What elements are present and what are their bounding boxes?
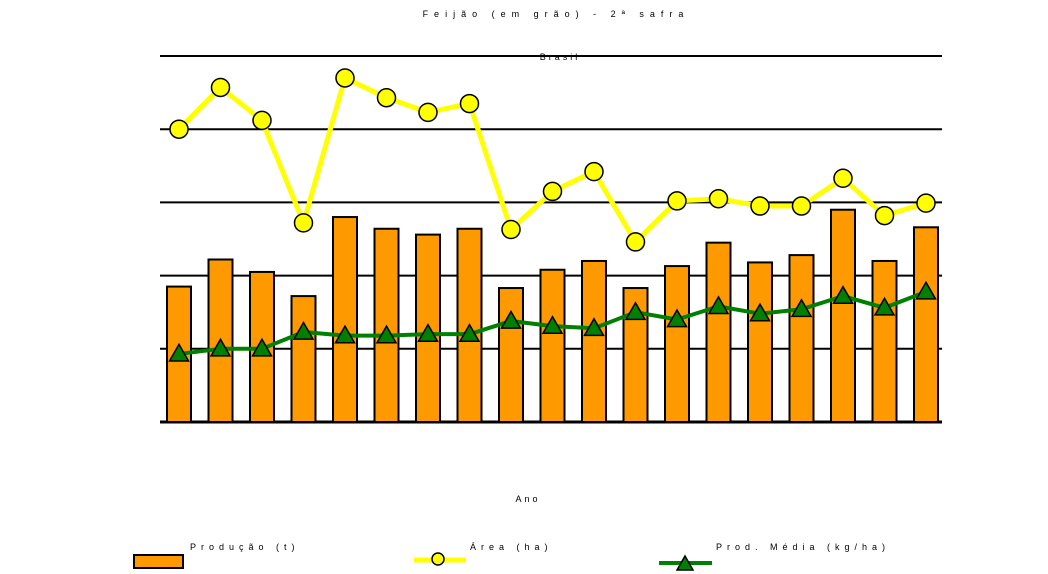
production-bar xyxy=(871,259,898,423)
production-bar xyxy=(705,241,732,423)
yield-point xyxy=(915,280,937,300)
yield-point xyxy=(790,298,813,318)
area-point xyxy=(210,77,231,98)
area-point xyxy=(335,68,355,88)
production-bar xyxy=(539,268,566,423)
yield-point xyxy=(334,324,356,344)
area-point xyxy=(750,196,770,216)
legend-swatch-yield-marker xyxy=(675,554,695,571)
production-bar xyxy=(664,265,690,424)
yield-point xyxy=(209,337,232,357)
area-point xyxy=(293,213,314,233)
area-point xyxy=(542,181,563,202)
legend-label-area: Área (ha) xyxy=(470,542,553,552)
area-point xyxy=(625,232,646,252)
yield-point xyxy=(707,295,730,315)
area-point xyxy=(708,188,729,209)
production-bar xyxy=(581,259,607,423)
area-point xyxy=(667,191,687,211)
yield-point xyxy=(666,308,688,328)
yield-point xyxy=(749,302,771,322)
production-bar xyxy=(622,287,649,423)
area-point xyxy=(418,102,438,123)
production-bars xyxy=(166,208,939,424)
area-point xyxy=(252,110,272,131)
yield-line-series xyxy=(168,280,937,362)
area-line-series xyxy=(169,68,936,252)
area-point xyxy=(874,205,895,226)
yield-point xyxy=(873,296,896,316)
area-point xyxy=(459,93,480,114)
yield-point xyxy=(541,315,564,334)
area-point xyxy=(833,168,853,188)
x-axis-label: Ano xyxy=(515,494,540,504)
production-bar xyxy=(747,261,773,424)
legend-label-yield: Prod. Média (kg/ha) xyxy=(716,542,890,552)
area-point xyxy=(916,193,936,213)
yield-point xyxy=(583,317,605,337)
yield-point xyxy=(417,323,439,343)
area-point xyxy=(169,119,189,139)
yield-point xyxy=(458,323,481,343)
yield-point xyxy=(375,324,398,344)
area-point xyxy=(584,161,604,182)
yield-point xyxy=(168,342,190,362)
production-bar xyxy=(913,226,939,423)
production-bar xyxy=(788,254,815,423)
legend: Produção (t) Área (ha) Prod. Média (kg/ha) xyxy=(133,542,890,571)
area-point xyxy=(376,87,397,108)
legend-swatch-production xyxy=(133,554,184,569)
production-bar xyxy=(290,295,317,424)
yield-point xyxy=(292,320,315,340)
yield-point xyxy=(251,337,273,357)
legend-swatch-area-marker xyxy=(431,552,445,566)
yield-point xyxy=(624,301,647,321)
legend-label-production: Produção (t) xyxy=(190,542,300,552)
production-bar xyxy=(332,216,358,423)
area-line xyxy=(177,75,927,245)
production-bar xyxy=(830,208,856,423)
production-bar xyxy=(498,287,524,423)
yield-point xyxy=(832,285,854,304)
yield-point xyxy=(500,309,522,329)
area-point xyxy=(791,196,812,216)
area-point xyxy=(501,219,521,240)
chart-title: Feijão (em grão) - 2ª safra xyxy=(423,9,690,19)
